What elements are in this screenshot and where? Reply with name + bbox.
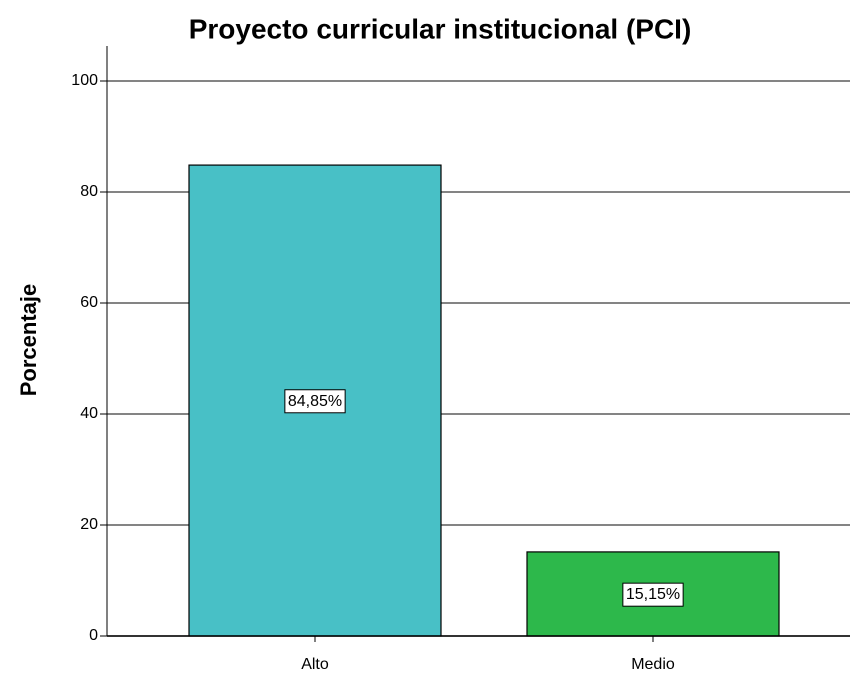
- data-label: 15,15%: [626, 586, 680, 603]
- x-tick-label: Medio: [631, 656, 675, 673]
- x-tick-label: Alto: [301, 656, 329, 673]
- chart-title: Proyecto curricular institucional (PCI): [189, 13, 692, 44]
- y-tick-label: 100: [71, 72, 98, 89]
- data-label-box: [622, 582, 684, 607]
- y-tick-label: 20: [80, 516, 98, 533]
- y-axis-label: Porcentaje: [16, 284, 41, 397]
- y-tick-label: 40: [80, 405, 98, 422]
- y-tick-label: 80: [80, 183, 98, 200]
- data-label-box: [284, 389, 346, 414]
- data-label: 84,85%: [288, 393, 342, 410]
- y-tick-label: 60: [80, 294, 98, 311]
- y-tick-label: 0: [89, 627, 98, 644]
